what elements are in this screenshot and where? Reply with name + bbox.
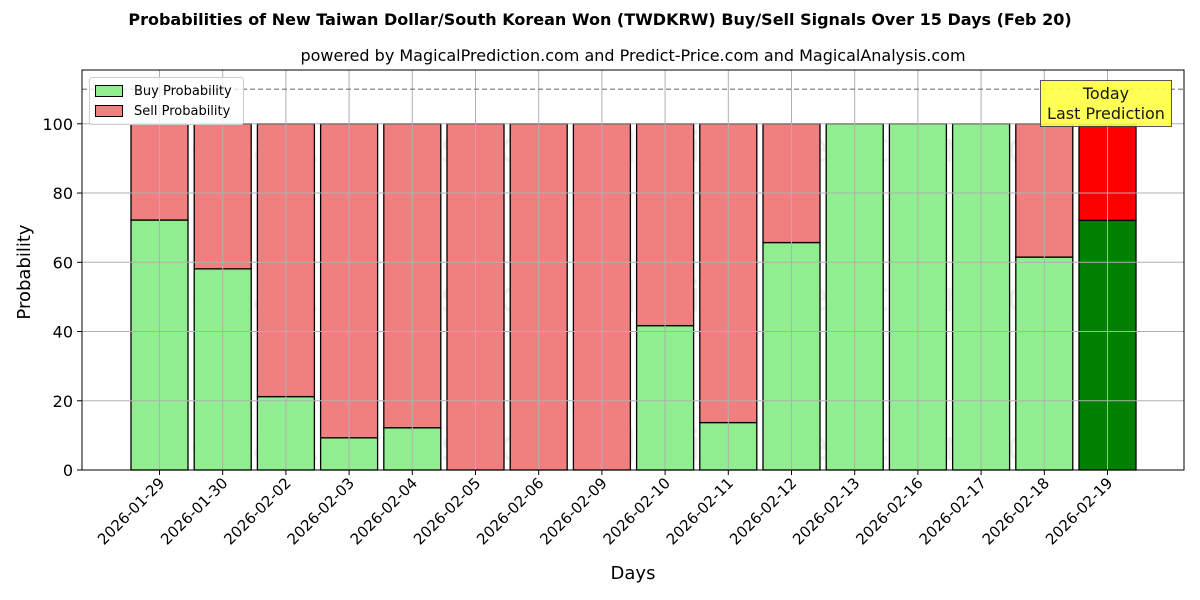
x-tick-label: 2026-02-11 — [663, 474, 737, 548]
x-tick-label: 2026-02-09 — [536, 474, 610, 548]
y-axis-label: Probability — [14, 224, 35, 320]
buy-swatch-icon — [95, 85, 123, 97]
x-tick-label: 2026-02-04 — [347, 474, 421, 548]
legend-buy-label: Buy Probability — [134, 83, 232, 99]
x-tick-label: 2026-02-12 — [726, 474, 800, 548]
annotation-line1: Today — [1082, 84, 1130, 103]
legend-sell-label: Sell Probability — [134, 103, 231, 119]
today-annotation: Today Last Prediction — [1040, 80, 1172, 127]
x-tick-label: 2026-02-06 — [473, 474, 547, 548]
legend-item-sell: Sell Probability — [95, 103, 230, 119]
y-tick-label: 40 — [53, 323, 73, 342]
x-tick-label: 2026-02-02 — [220, 474, 294, 548]
y-tick-label: 60 — [53, 253, 73, 272]
y-tick-label: 0 — [63, 461, 73, 480]
legend: Buy Probability Sell Probability — [89, 77, 244, 125]
x-tick-label: 2026-01-29 — [94, 474, 168, 548]
x-tick-label: 2026-02-19 — [1042, 474, 1116, 548]
x-axis-label: Days — [610, 563, 656, 584]
y-tick-label: 100 — [42, 115, 73, 134]
x-tick-label: 2026-01-30 — [157, 474, 231, 548]
x-tick-label: 2026-02-16 — [852, 474, 926, 548]
annotation-line2: Last Prediction — [1047, 104, 1165, 123]
y-tick-label: 20 — [53, 392, 73, 411]
x-tick-label: 2026-02-05 — [410, 474, 484, 548]
legend-item-buy: Buy Probability — [95, 83, 232, 99]
x-tick-label: 2026-02-13 — [789, 474, 863, 548]
chart-title: Probabilities of New Taiwan Dollar/South… — [128, 10, 1072, 29]
sell-swatch-icon — [95, 105, 123, 117]
chart-subtitle: powered by MagicalPrediction.com and Pre… — [300, 46, 966, 65]
plot-frame — [81, 69, 1185, 471]
x-tick-label: 2026-02-17 — [916, 474, 990, 548]
bar-group — [193, 123, 252, 471]
y-tick-label: 80 — [53, 184, 73, 203]
x-tick-label: 2026-02-18 — [979, 474, 1053, 548]
x-tick-label: 2026-02-10 — [600, 474, 674, 548]
x-tick-label: 2026-02-03 — [284, 474, 358, 548]
